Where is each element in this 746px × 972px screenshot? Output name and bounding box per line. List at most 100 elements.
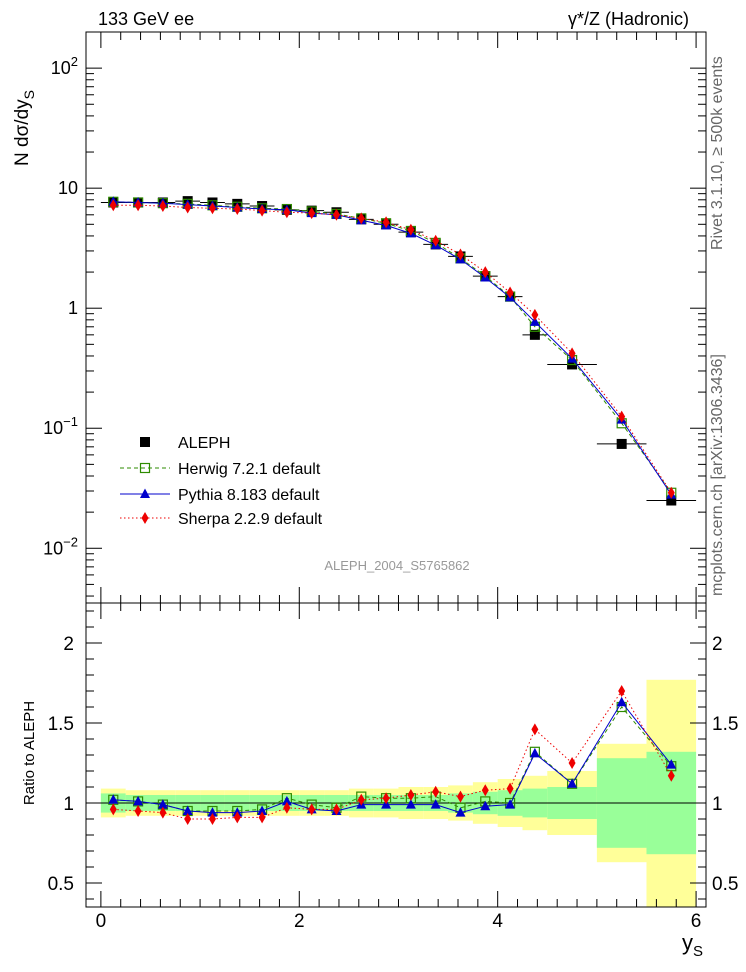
data-point-sherpa [159,200,167,213]
tick-exp: 2 [71,54,78,69]
main-ytick-label: 10 [58,178,78,198]
ratio-point-sherpa [481,784,489,797]
main-ytick-label: 102 [51,54,78,78]
ratio-point-pythia [405,799,416,809]
data-point-sherpa [432,234,440,247]
xlabel-sub: S [693,943,703,960]
data-point-sherpa [184,201,192,214]
data-point-sherpa [382,216,390,229]
ratio-ytick-label-right: 1.5 [712,714,738,735]
ratio-ytick-label-left: 2 [63,634,74,655]
ratio-ytick-label-left: 1.5 [48,714,74,735]
data-point-sherpa [258,204,266,217]
data-point-sherpa [407,223,415,236]
data-point-sherpa [109,199,117,212]
tick-base: 10 [51,58,71,78]
data-point-sherpa [456,248,464,261]
ratio-point-sherpa [208,813,216,825]
ratio-xtick-label: 0 [96,911,107,932]
ratio-point-pythia [430,799,441,809]
tick-base: 1 [68,298,78,318]
data-point-sherpa [568,347,576,360]
main-ytick-label: 1 [68,298,78,318]
tick-exp: −1 [63,414,78,429]
ratio-panel-content [108,685,677,825]
ratio-point-pythia [567,778,578,788]
legend-item-herwig: Herwig 7.2.1 default [120,461,321,478]
main-ylabel-text: N dσ/dyS [12,90,37,166]
ratio-point-pythia [133,795,144,806]
ratio-point-sherpa [407,789,415,801]
ylabel-main-part: N dσ/dy [12,99,33,166]
xlabel-base: y [682,930,693,955]
ratio-point-sherpa [134,805,142,817]
legend-marker-pythia [140,488,150,498]
ratio-point-pythia [108,794,119,804]
ratio-ytick-label-left: 0.5 [48,874,74,895]
rivet-version-label: Rivet 3.1.10, ≥ 500k events [709,56,726,250]
tick-exp: −2 [63,534,78,549]
ratio-ytick-label-right: 0.5 [712,874,738,895]
ratio-point-pythia [480,800,491,811]
left-title: 133 GeV ee [98,9,194,29]
data-point-sherpa [332,208,340,221]
data-point-pythia [529,316,540,326]
ratio-point-sherpa [568,757,576,769]
right-title: γ*/Z (Hadronic) [568,9,689,29]
ratio-xtick-label: 2 [294,911,305,932]
ratio-point-sherpa [618,685,626,697]
legend-label-aleph: ALEPH [178,435,230,452]
data-point-sherpa [233,203,241,216]
ratio-point-sherpa [332,803,340,816]
ratio-point-sherpa [283,801,291,814]
mcplots-label: mcplots.cern.ch [arXiv:1306.3436] [709,354,726,596]
data-point-aleph [666,495,677,506]
legend-marker-aleph [140,437,150,447]
ratio-ytick-label-left: 1 [63,794,74,815]
ratio-panel-bands [86,679,706,907]
ratio-point-pythia [182,805,193,815]
legend-label-pythia: Pythia 8.183 default [178,487,320,504]
data-point-sherpa [506,286,514,299]
ratio-point-sherpa [432,785,440,798]
legend-marker-sherpa [141,512,149,524]
data-point-sherpa [134,199,142,212]
ratio-point-pythia [157,799,168,809]
ratio-xlabel: yS [682,930,703,960]
data-point-aleph [616,438,627,449]
legend-item-pythia: Pythia 8.183 default [120,487,320,504]
data-point-sherpa [208,202,216,215]
legend-label-sherpa: Sherpa 2.2.9 default [178,511,323,528]
main-ylabel: N dσ/dyS [12,90,37,166]
ratio-point-sherpa [258,811,266,824]
ratio-xtick-label: 6 [691,911,702,932]
ratio-point-pythia [281,795,292,806]
legend-marker-herwig [139,462,151,474]
ratio-point-sherpa [159,806,167,819]
ratio-point-sherpa [456,790,464,803]
data-point-sherpa [283,206,291,219]
ratio-ytick-label-right: 2 [712,634,723,655]
ratio-point-pythia [616,696,627,707]
ratio-point-sherpa [233,811,241,824]
data-point-sherpa [667,486,675,499]
tick-base: 10 [43,418,63,438]
main-ytick-label: 10−2 [43,534,78,558]
ratio-point-sherpa [506,782,514,795]
series-pythia [108,196,677,499]
analysis-watermark: ALEPH_2004_S5765862 [324,558,469,573]
series-sherpa [109,199,675,499]
ratio-point-sherpa [184,813,192,825]
ratio-point-pythia [666,759,677,769]
ratio-point-sherpa [382,792,390,805]
ylabel-sub-part: S [21,90,37,99]
ratio-point-sherpa [667,769,675,782]
data-point-sherpa [357,212,365,225]
main-panel-content [100,196,697,506]
ratio-point-sherpa [531,723,539,736]
ratio-point-pythia [529,747,540,758]
ratio-xtick-label: 4 [492,911,503,932]
data-point-sherpa [618,410,626,423]
ratio-point-sherpa [357,793,365,806]
